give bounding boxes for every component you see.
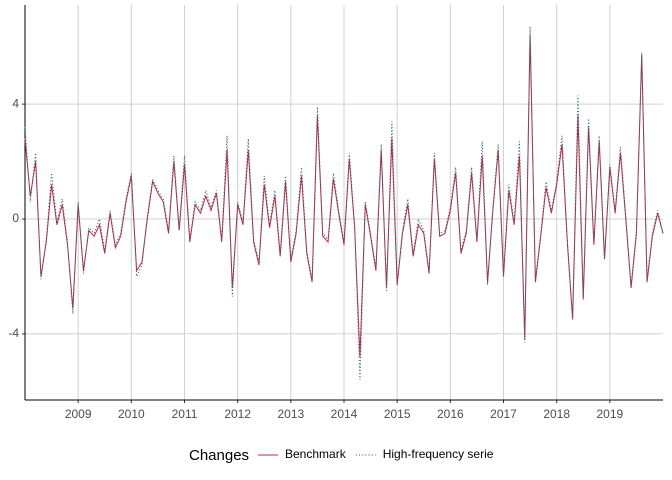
x-tick-label: 2013	[277, 407, 304, 421]
x-tick-label: 2009	[65, 407, 92, 421]
x-tick-label: 2016	[437, 407, 464, 421]
x-tick-label: 2014	[331, 407, 358, 421]
x-tick-label: 2010	[118, 407, 145, 421]
series-line	[24, 26, 664, 380]
x-tick-label: 2015	[384, 407, 411, 421]
legend-label: Benchmark	[285, 447, 347, 461]
legend-title: Changes	[189, 447, 249, 464]
y-tick-label: 0	[12, 211, 19, 225]
x-tick-label: 2017	[490, 407, 517, 421]
y-tick-label: 4	[12, 96, 19, 110]
y-tick-label: -4	[8, 326, 19, 340]
x-tick-label: 2011	[172, 407, 198, 421]
x-tick-label: 2018	[543, 407, 570, 421]
x-tick-label: 2012	[224, 407, 251, 421]
x-tick-label: 2019	[596, 407, 623, 421]
legend-label: High-frequency serie	[383, 447, 494, 461]
